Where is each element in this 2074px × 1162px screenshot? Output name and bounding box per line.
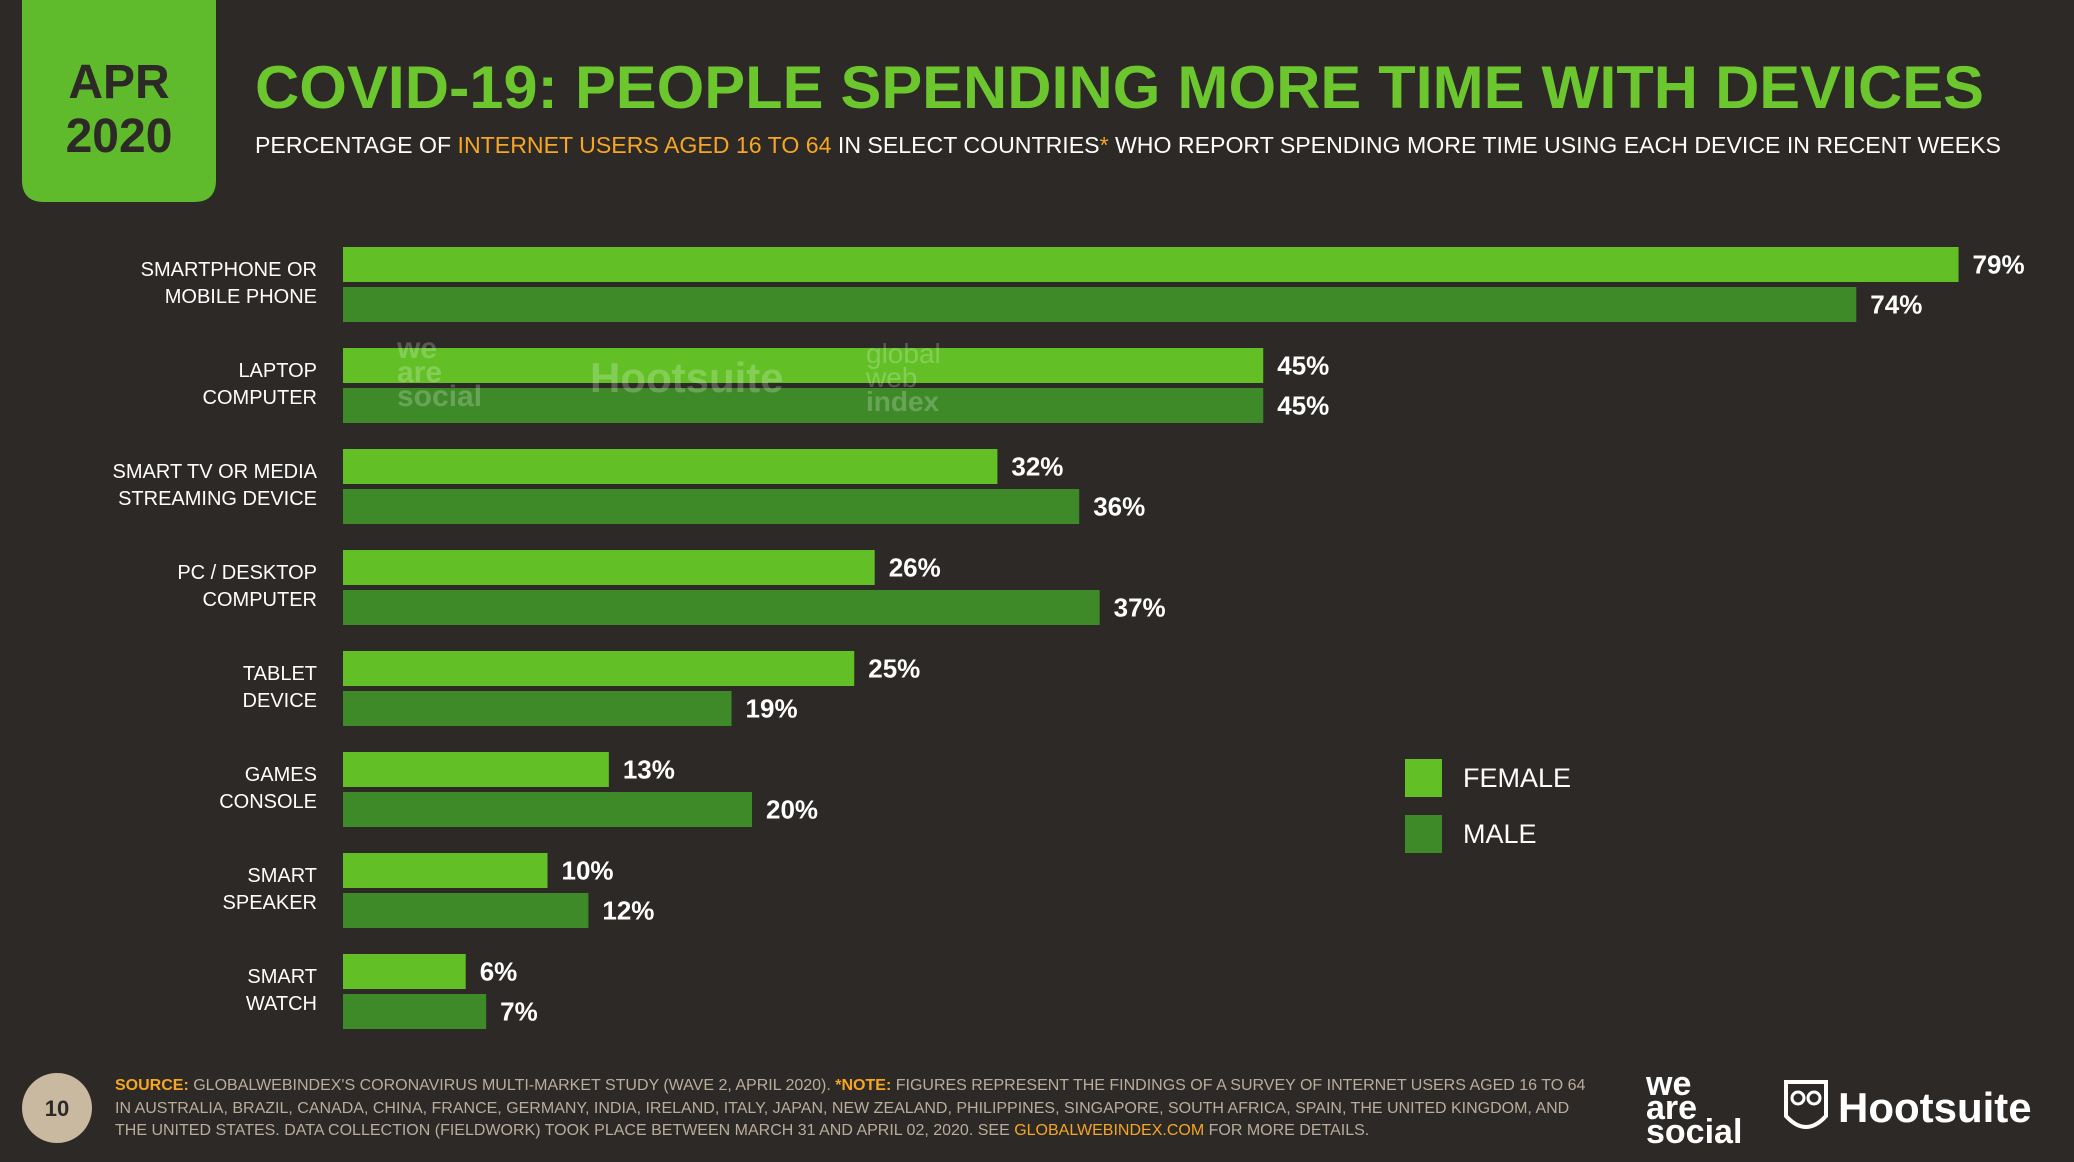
value-label: 25% — [868, 654, 920, 684]
bar — [343, 893, 589, 928]
subtitle-text: IN SELECT COUNTRIES — [838, 132, 1100, 158]
bar — [343, 247, 1959, 282]
watermark-text: web — [866, 362, 918, 393]
logo-text: we — [1645, 1065, 1691, 1103]
value-label: 12% — [602, 896, 654, 926]
source-label: SOURCE: — [115, 1077, 189, 1094]
subtitle-text: PERCENTAGE OF — [255, 132, 451, 158]
category-label: PC / DESKTOP COMPUTER — [177, 562, 317, 611]
logo-text: social — [1646, 1113, 1742, 1151]
value-label: 45% — [1277, 391, 1329, 421]
bar — [343, 449, 998, 484]
page-number: 10 — [45, 1096, 69, 1121]
owl-eye — [1790, 1090, 1806, 1106]
footer-end: FOR MORE DETAILS. — [1208, 1122, 1370, 1139]
category-label: SMART WATCH — [245, 966, 317, 1015]
category-label: SMART TV OR MEDIA STREAMING DEVICE — [112, 461, 317, 510]
value-label: 19% — [746, 694, 798, 724]
watermark-text: are — [397, 356, 443, 389]
footer-link: GLOBALWEBINDEX.COM — [1014, 1122, 1205, 1139]
bar — [343, 853, 548, 888]
month: APR — [68, 56, 169, 109]
category-label: LAPTOP COMPUTER — [202, 360, 317, 409]
page-badge — [22, 1073, 92, 1143]
owl-icon — [1784, 1080, 1828, 1129]
subtitle-asterisk: * — [1100, 132, 1109, 158]
subtitle-text: WHO REPORT SPENDING MORE TIME USING EACH… — [1115, 132, 2001, 158]
value-label: 6% — [480, 957, 518, 987]
watermark-text: index — [866, 386, 940, 417]
value-label: 26% — [889, 553, 941, 583]
value-label: 37% — [1114, 593, 1166, 623]
value-label: 45% — [1277, 351, 1329, 381]
value-label: 7% — [500, 997, 538, 1027]
watermark: global web index — [866, 338, 941, 417]
bar — [343, 752, 609, 787]
bar — [343, 489, 1080, 524]
value-label: 32% — [1011, 452, 1063, 482]
bar — [343, 994, 487, 1029]
value-label: 13% — [623, 755, 675, 785]
bar — [343, 590, 1100, 625]
hootsuite-logo: Hootsuite — [1838, 1084, 2032, 1131]
date-badge — [22, 0, 216, 202]
value-label: 10% — [562, 856, 614, 886]
bar — [343, 287, 1857, 322]
owl-eye — [1806, 1090, 1822, 1106]
subtitle: PERCENTAGE OF INTERNET USERS AGED 16 TO … — [255, 132, 2001, 158]
bar — [343, 348, 1264, 383]
we-are-social-logo: we are social — [1645, 1065, 1742, 1151]
year: 2020 — [66, 110, 173, 163]
note-label: *NOTE: — [835, 1077, 892, 1094]
subtitle-highlight: INTERNET USERS AGED 16 TO 64 — [458, 132, 832, 158]
bar — [343, 792, 752, 827]
value-label: 79% — [1973, 250, 2025, 280]
legend-label: MALE — [1463, 819, 1537, 849]
footer: SOURCE: GLOBALWEBINDEX'S CORONAVIRUS MUL… — [115, 1075, 1595, 1143]
logo-text: are — [1646, 1089, 1697, 1127]
bar — [343, 691, 732, 726]
category-label: SMARTPHONE OR MOBILE PHONE — [140, 259, 317, 308]
bar — [343, 388, 1264, 423]
category-label: SMART SPEAKER — [222, 865, 317, 914]
watermark-text: Hootsuite — [590, 354, 784, 401]
legend-swatch — [1405, 759, 1442, 797]
watermark-text: we — [397, 332, 438, 365]
bar — [343, 550, 875, 585]
watermark-text: global — [866, 338, 941, 369]
watermark: we are social — [397, 332, 483, 413]
watermark-text: social — [397, 380, 483, 413]
source-text: GLOBALWEBINDEX'S CORONAVIRUS MULTI-MARKE… — [193, 1077, 831, 1094]
category-label: GAMES CONSOLE — [219, 764, 317, 813]
value-label: 36% — [1093, 492, 1145, 522]
bar — [343, 954, 466, 989]
title: COVID-19: PEOPLE SPENDING MORE TIME WITH… — [255, 54, 1984, 121]
legend-label: FEMALE — [1463, 763, 1571, 793]
legend-swatch — [1405, 815, 1442, 853]
value-label: 74% — [1870, 290, 1922, 320]
category-label: TABLET DEVICE — [242, 663, 317, 712]
note-text: FIGURES REPRESENT THE FINDINGS OF A SURV… — [115, 1077, 1586, 1139]
value-label: 20% — [766, 795, 818, 825]
bar — [343, 651, 855, 686]
